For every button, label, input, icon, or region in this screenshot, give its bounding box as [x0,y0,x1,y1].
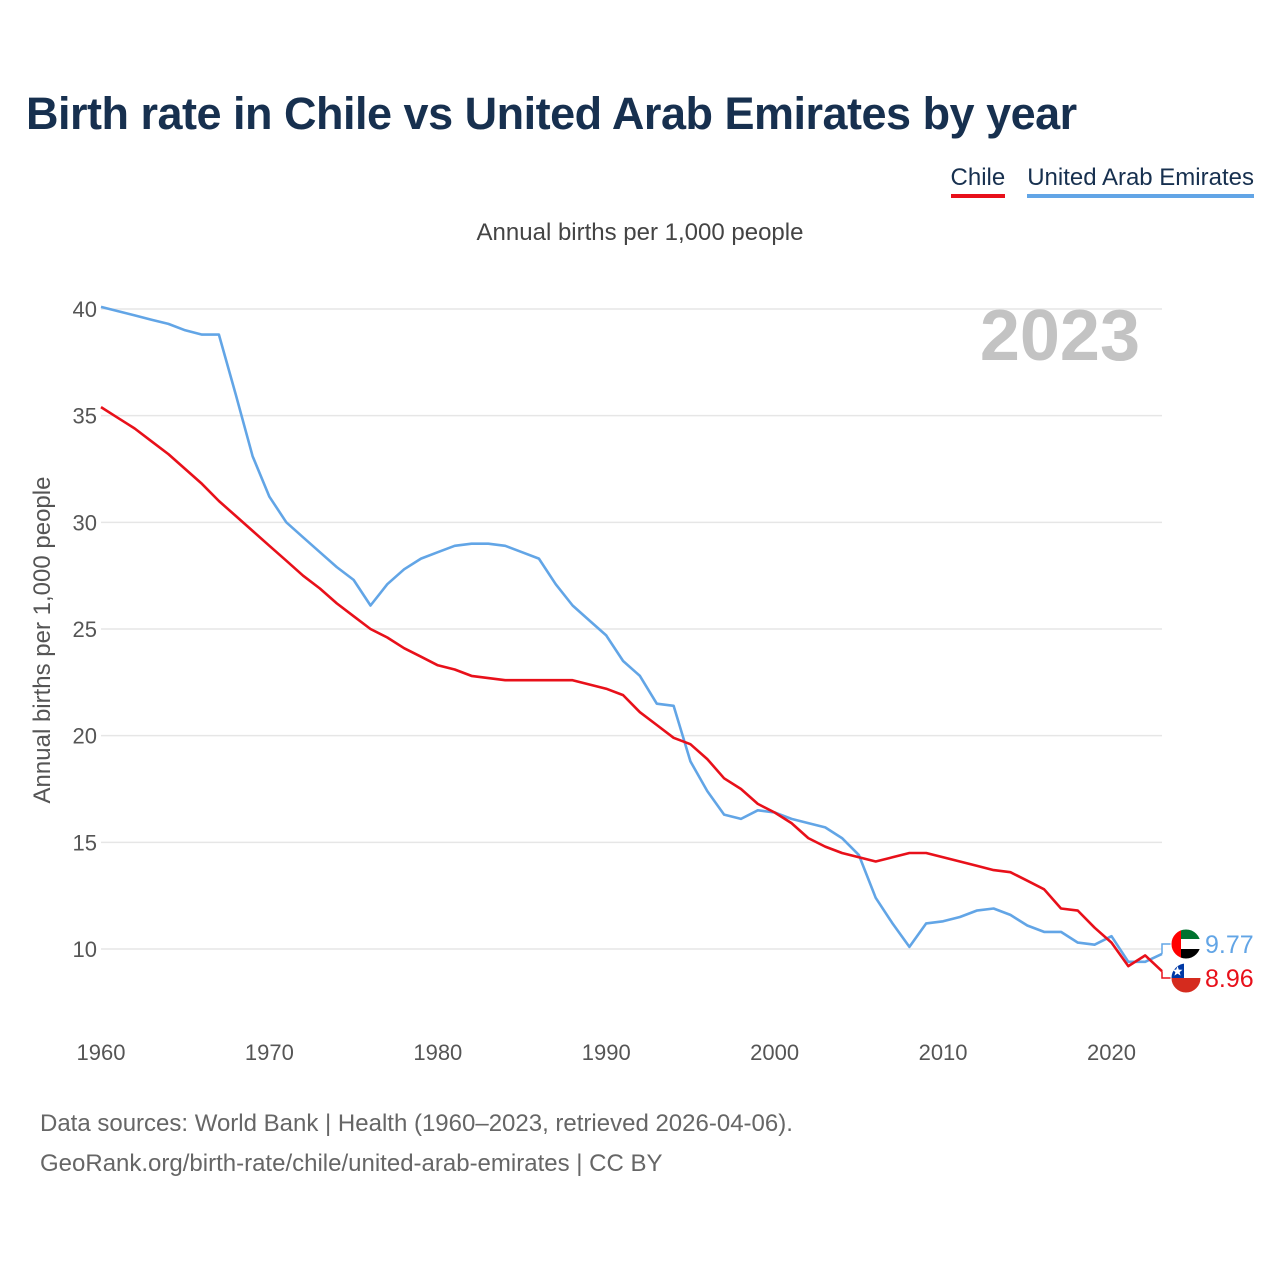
x-tick-label: 2000 [750,1040,799,1065]
y-tick-label: 30 [73,510,97,535]
x-tick-label: 1970 [245,1040,294,1065]
series-line-chile[interactable] [100,406,1163,973]
flag-border [1170,928,1202,960]
data-sources: Data sources: World Bank | Health (1960–… [40,1104,793,1184]
series-line-united-arab-emirates[interactable] [100,305,1163,964]
y-tick-label: 10 [73,937,97,962]
series-lines [100,305,1163,973]
series-end-markers: 9.77 8.96 [1161,928,1254,994]
y-tick-label: 20 [73,724,97,749]
x-axis-ticks: 1960 1970 1980 1990 2000 2010 2020 [77,1040,1136,1065]
y-tick-label: 15 [73,830,97,855]
end-connector [1161,971,1172,979]
legend: Chile United Arab Emirates [950,164,1254,198]
united-arab-emirates-flag-icon [1171,929,1201,959]
x-tick-label: 2020 [1087,1040,1136,1065]
y-tick-label: 25 [73,617,97,642]
y-tick-label: 35 [73,404,97,429]
end-value-label: 9.77 [1205,931,1254,959]
legend-item-united-arab-emirates[interactable]: United Arab Emirates [1027,164,1254,198]
x-tick-label: 1980 [413,1040,462,1065]
grid-lines [101,308,1162,950]
x-tick-label: 1990 [582,1040,631,1065]
flag-border [1170,962,1202,994]
end-value-label: 8.96 [1205,965,1254,993]
y-axis-label: Annual births per 1,000 people [29,477,56,804]
y-tick-label: 40 [73,297,97,322]
end-connector [1161,943,1172,954]
current-year-label: 2023 [980,296,1140,376]
chart-subtitle: Annual births per 1,000 people [477,219,804,246]
attribution-line: GeoRank.org/birth-rate/chile/united-arab… [40,1150,663,1177]
x-tick-label: 1960 [77,1040,126,1065]
legend-item-chile[interactable]: Chile [950,164,1006,198]
source-line: Data sources: World Bank | Health (1960–… [40,1110,793,1137]
chart-title: Birth rate in Chile vs United Arab Emira… [26,88,1077,139]
x-tick-label: 2010 [919,1040,968,1065]
y-axis-ticks: 10 15 20 25 30 35 40 [73,297,97,962]
